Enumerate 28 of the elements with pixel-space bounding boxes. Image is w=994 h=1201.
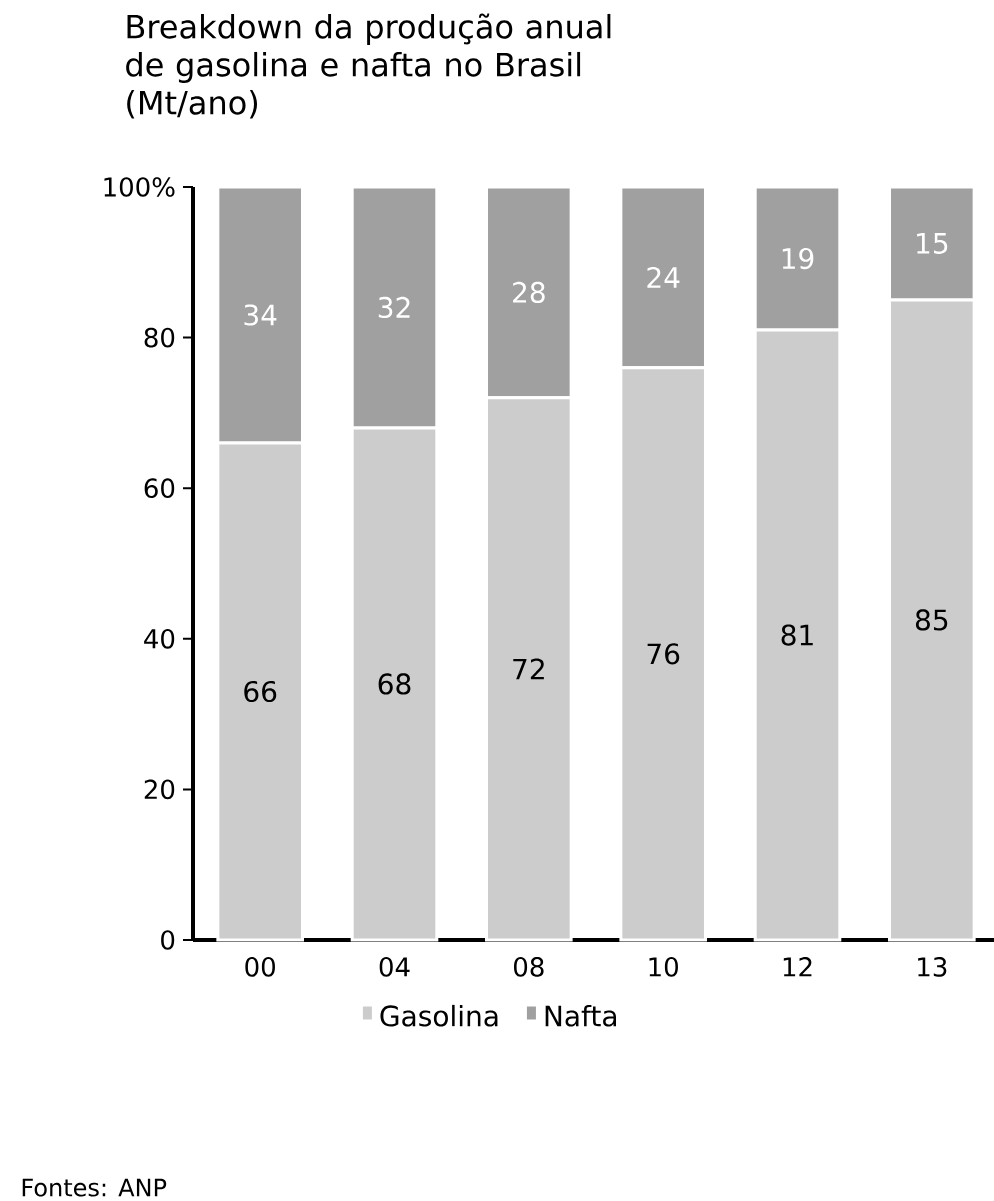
y-tick-label: 60 (144, 478, 175, 499)
data-label: 19 (782, 247, 814, 270)
data-label: 68 (378, 673, 411, 695)
x-tick-label: 10 (649, 957, 678, 977)
data-label: 76 (647, 643, 680, 665)
legend-label: Gasolina (380, 1004, 498, 1027)
x-tick-label: 00 (245, 957, 275, 977)
data-label: 24 (647, 266, 680, 288)
data-label: 32 (378, 296, 410, 319)
y-tick-label: 100% (104, 177, 175, 197)
data-label: 85 (915, 609, 948, 631)
x-tick-label: 13 (918, 957, 947, 977)
data-label: 81 (781, 624, 813, 646)
x-tick-label: 12 (783, 957, 812, 977)
y-tick-label: 20 (144, 779, 175, 800)
text: Fontes: ANP (22, 1178, 167, 1197)
legend-label: Nafta (545, 1004, 617, 1027)
y-tick-label: 0 (161, 930, 175, 950)
x-tick-label: 08 (514, 957, 544, 977)
data-label: 66 (244, 680, 277, 703)
data-label: 34 (244, 304, 277, 326)
data-label: 28 (513, 281, 545, 304)
y-tick-label: 40 (144, 628, 175, 649)
data-label: 15 (917, 233, 948, 254)
chart-title: Breakdown da produção anual de gasolina e nafta no Brasil (Mt/ano) (126, 13, 611, 119)
data-label: 72 (513, 658, 544, 680)
x-tick-label: 04 (379, 957, 410, 977)
y-tick-label: 80 (144, 327, 175, 348)
